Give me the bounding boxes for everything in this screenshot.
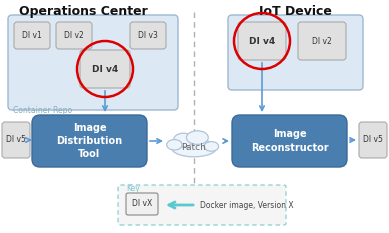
Text: Container Repo: Container Repo [13, 106, 72, 115]
FancyBboxPatch shape [359, 122, 387, 158]
FancyBboxPatch shape [2, 122, 30, 158]
FancyBboxPatch shape [130, 22, 166, 49]
Text: DI v2: DI v2 [64, 31, 84, 40]
Text: DI v5: DI v5 [363, 136, 383, 144]
FancyBboxPatch shape [14, 22, 50, 49]
Text: DI v1: DI v1 [22, 31, 42, 40]
Text: Operations Center: Operations Center [19, 5, 147, 18]
Text: DI v4: DI v4 [249, 37, 275, 45]
Text: DI v3: DI v3 [138, 31, 158, 40]
Ellipse shape [167, 140, 182, 150]
Text: DI vX: DI vX [132, 199, 152, 209]
FancyBboxPatch shape [232, 115, 347, 167]
Text: DI v5: DI v5 [6, 136, 26, 144]
FancyBboxPatch shape [56, 22, 92, 49]
Ellipse shape [173, 133, 193, 147]
Ellipse shape [204, 142, 219, 151]
Text: Patch: Patch [182, 144, 207, 153]
Text: DI v4: DI v4 [92, 65, 118, 73]
Text: Docker image, Version X: Docker image, Version X [200, 201, 294, 209]
Text: DI v2: DI v2 [312, 37, 332, 45]
FancyBboxPatch shape [118, 185, 286, 225]
FancyBboxPatch shape [126, 193, 158, 215]
FancyBboxPatch shape [298, 22, 346, 60]
FancyBboxPatch shape [228, 15, 363, 90]
FancyBboxPatch shape [238, 22, 286, 60]
Text: Key: Key [126, 184, 140, 193]
FancyBboxPatch shape [8, 15, 178, 110]
Text: Image
Reconstructor: Image Reconstructor [251, 129, 328, 153]
Text: IoT Device: IoT Device [259, 5, 331, 18]
FancyBboxPatch shape [32, 115, 147, 167]
Ellipse shape [172, 139, 216, 157]
FancyBboxPatch shape [80, 50, 130, 88]
Ellipse shape [186, 131, 208, 144]
Text: Image
Distribution
Tool: Image Distribution Tool [56, 123, 123, 159]
